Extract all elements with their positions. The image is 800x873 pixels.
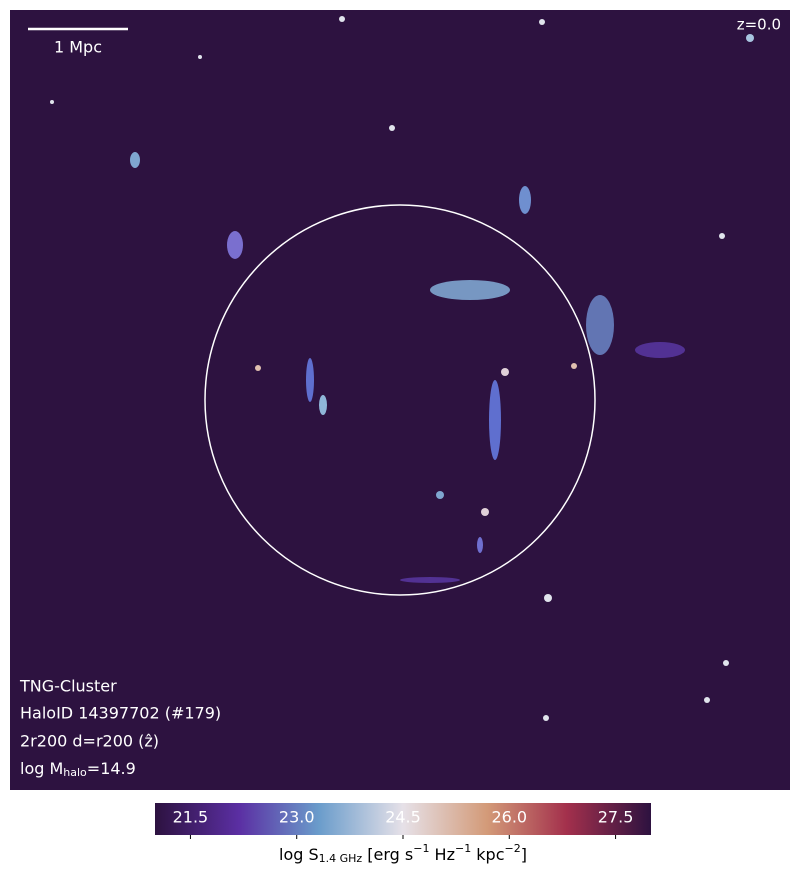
- colorbar-tick-label: 24.5: [385, 808, 421, 827]
- redshift: z=0.0: [737, 16, 781, 34]
- emission: [50, 16, 754, 721]
- mass-label: log Mhalo=14.9: [20, 759, 136, 780]
- label-text: log S: [279, 845, 319, 864]
- colorbar-label: log S1.4 GHz [erg s−1 Hz−1 kpc−2]: [279, 842, 527, 865]
- map-background: [10, 10, 790, 790]
- label-text: Hz: [429, 845, 455, 864]
- simulation-label: TNG-Cluster: [19, 677, 117, 696]
- label-script: 1.4 GHz: [319, 852, 363, 865]
- label-script: −1: [455, 842, 471, 855]
- r200-circle: [204, 204, 596, 596]
- text: log M: [20, 759, 63, 778]
- scale-bar-label: 1 Mpc: [54, 38, 102, 57]
- label-text: kpc: [471, 845, 504, 864]
- projection-label: 2r200 d=r200 (ẑ): [20, 732, 159, 751]
- label-text: ]: [521, 845, 527, 864]
- colorbar-tick-label: 21.5: [173, 808, 209, 827]
- colorbar-tick-label: 27.5: [598, 808, 634, 827]
- colorbar-ticks: 21.5 23.0 24.5 26.0 27.5: [173, 808, 634, 839]
- label-script: −1: [413, 842, 429, 855]
- text: =14.9: [87, 759, 136, 778]
- colorbar: [155, 803, 651, 835]
- halo-label: HaloID 14397702 (#179): [20, 704, 221, 723]
- colorbar-tick-label: 23.0: [279, 808, 315, 827]
- colorbar-tick-label: 26.0: [491, 808, 527, 827]
- label-script: −2: [505, 842, 521, 855]
- subscript: halo: [63, 766, 87, 779]
- label-text: [erg s: [362, 845, 413, 864]
